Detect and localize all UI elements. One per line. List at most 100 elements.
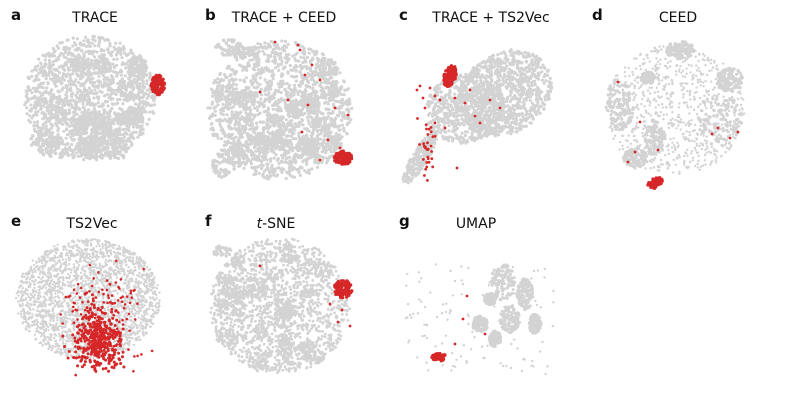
background-point [324,100,328,104]
background-point [251,100,256,105]
background-point [256,85,260,89]
background-point [104,151,109,155]
panel-title-c: TRACE + TS2Vec [432,10,550,26]
background-point [227,117,232,121]
background-point [112,133,116,138]
background-point [294,125,298,129]
background-point [137,119,142,124]
background-point [296,153,300,157]
background-point [72,114,76,118]
background-point [313,158,317,162]
background-point [141,75,146,80]
background-point [55,97,60,101]
background-point [146,93,150,97]
background-point [128,74,133,79]
background-point [30,74,34,78]
background-point [39,129,44,133]
background-point [227,132,231,136]
background-point [70,95,74,99]
background-point [301,123,305,127]
background-point [70,138,74,142]
background-point [271,77,275,81]
background-point [82,158,86,162]
background-point [104,100,108,104]
background-point [94,133,99,137]
background-point [331,92,336,96]
background-point [44,77,48,81]
background-point [261,126,265,130]
background-point [260,66,264,70]
background-point [309,47,313,51]
background-point [317,71,321,76]
background-point [213,109,217,113]
background-point [292,65,296,69]
background-point [261,164,265,168]
background-point [234,83,239,87]
background-point [41,126,45,130]
background-point [64,56,68,60]
background-point [59,136,63,140]
background-point [100,123,105,127]
background-point [272,156,276,160]
background-point [302,95,307,99]
background-point [287,155,291,159]
background-point [337,107,341,111]
background-point [51,60,56,64]
background-point [136,65,141,69]
background-point [139,128,143,132]
background-point [106,47,110,51]
background-point [64,117,69,121]
background-point [287,169,291,173]
background-point [265,147,270,151]
highlight-point [333,106,337,110]
background-point [235,111,240,116]
background-point [299,80,303,84]
background-point [62,47,66,51]
highlight-point [343,153,347,158]
background-point [290,165,294,169]
background-point [137,83,141,88]
background-point [225,103,229,108]
background-point [34,74,38,78]
background-point [295,100,300,105]
background-point [111,62,115,66]
highlight-point [337,161,341,165]
background-point [92,111,97,116]
background-point [309,115,313,119]
background-point [211,133,215,138]
background-point [100,59,104,63]
highlight-point [348,160,352,164]
background-point [333,81,337,86]
background-point [342,101,346,105]
background-point [350,106,354,111]
background-point [31,86,35,90]
background-point [111,121,116,126]
background-point [75,72,79,76]
background-point [132,59,137,63]
background-point [249,141,253,146]
background-point [94,102,98,106]
background-point [249,79,253,83]
background-point [211,91,215,95]
background-point [291,149,295,153]
background-point [48,64,52,69]
background-point [234,160,238,165]
highlight-point [160,90,164,94]
background-point [100,83,104,88]
background-point [245,114,250,118]
background-point [277,166,281,170]
background-point [260,120,264,124]
background-point [138,89,143,94]
background-point [62,129,66,133]
background-point [43,113,48,117]
background-point [112,65,117,69]
background-point [35,88,39,93]
background-point [123,120,128,125]
background-point [116,112,121,116]
background-point [284,118,288,122]
background-point [223,95,228,99]
background-point [309,100,313,105]
background-point [244,76,248,80]
background-point [301,140,306,144]
background-point [316,119,320,123]
